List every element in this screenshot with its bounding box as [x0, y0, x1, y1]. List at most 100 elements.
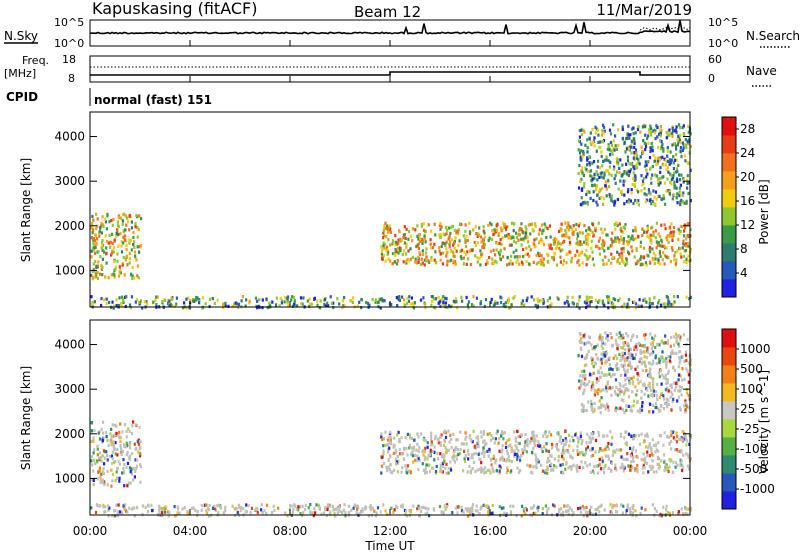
scatter-cell: [377, 300, 380, 304]
scatter-cell: [623, 202, 626, 206]
scatter-cell: [444, 435, 448, 440]
scatter-cell: [675, 186, 678, 190]
scatter-cell: [578, 452, 581, 456]
scatter-cell: [628, 169, 631, 174]
scatter-cell: [600, 503, 603, 507]
scatter-cell: [612, 297, 615, 301]
scatter-cell: [629, 381, 632, 385]
nsky-tick-top: 10^5: [54, 16, 84, 29]
scatter-cell: [590, 373, 593, 377]
scatter-cell: [389, 243, 392, 247]
scatter-cell: [655, 405, 658, 410]
scatter-cell: [514, 444, 517, 448]
scatter-cell: [122, 504, 125, 508]
scatter-cell: [598, 190, 601, 194]
scatter-cell: [466, 509, 469, 513]
scatter-cell: [621, 192, 624, 196]
scatter-cell: [443, 438, 446, 442]
scatter-cell: [187, 296, 190, 300]
scatter-cell: [424, 302, 427, 306]
scatter-cell: [686, 391, 689, 395]
scatter-cell: [681, 465, 684, 469]
scatter-cell: [161, 300, 164, 304]
scatter-cell: [250, 506, 254, 510]
scatter-cell: [526, 252, 529, 256]
scatter-cell: [495, 458, 498, 462]
scatter-cell: [622, 384, 625, 388]
scatter-cell: [649, 167, 652, 171]
scatter-cell: [261, 511, 264, 515]
colorbar-tick-label: -25: [740, 422, 760, 436]
scatter-cell: [636, 260, 639, 264]
scatter-cell: [576, 452, 580, 456]
scatter-cell: [560, 242, 563, 246]
scatter-cell: [128, 454, 131, 458]
scatter-cell: [619, 333, 622, 337]
scatter-cell: [569, 455, 572, 459]
scatter-cell: [139, 299, 142, 303]
scatter-cell: [651, 464, 654, 468]
scatter-cell: [595, 464, 598, 468]
scatter-cell: [587, 256, 590, 261]
scatter-cell: [664, 377, 667, 381]
scatter-cell: [430, 440, 433, 444]
velocity-data: [90, 331, 693, 518]
scatter-cell: [497, 251, 500, 255]
scatter-cell: [130, 248, 133, 252]
scatter-cell: [224, 304, 227, 308]
scatter-cell: [119, 268, 122, 272]
scatter-cell: [626, 242, 629, 246]
scatter-cell: [686, 174, 689, 178]
scatter-cell: [673, 368, 676, 372]
scatter-cell: [134, 469, 137, 473]
scatter-cell: [450, 258, 453, 262]
colorbar-segment: [722, 437, 736, 456]
scatter-cell: [391, 262, 394, 266]
scatter-cell: [683, 437, 686, 441]
scatter-cell: [126, 216, 129, 220]
scatter-cell: [626, 155, 630, 159]
scatter-cell: [631, 507, 634, 511]
scatter-cell: [586, 242, 590, 246]
scatter-cell: [206, 506, 210, 511]
scatter-cell: [561, 248, 564, 252]
scatter-cell: [660, 356, 663, 360]
scatter-cell: [627, 342, 630, 346]
scatter-cell: [585, 156, 589, 160]
scatter-cell: [588, 137, 591, 141]
scatter-cell: [138, 440, 142, 444]
scatter-cell: [673, 254, 676, 258]
scatter-cell: [634, 236, 637, 240]
scatter-cell: [619, 373, 623, 377]
scatter-cell: [672, 174, 675, 178]
scatter-cell: [448, 245, 451, 249]
scatter-cell: [119, 446, 123, 450]
scatter-cell: [201, 306, 204, 310]
scatter-cell: [462, 469, 465, 473]
scatter-cell: [91, 463, 94, 467]
nsearch-tick-bottom: 10^0: [708, 37, 738, 50]
scatter-cell: [506, 225, 509, 229]
scatter-cell: [529, 248, 532, 252]
scatter-cell: [680, 173, 683, 177]
scatter-cell: [665, 381, 668, 385]
scatter-cell: [548, 224, 551, 228]
scatter-cell: [607, 338, 610, 342]
scatter-cell: [532, 511, 535, 515]
scatter-cell: [551, 446, 554, 450]
scatter-cell: [464, 459, 467, 463]
scatter-cell: [384, 443, 387, 447]
scatter-cell: [374, 514, 377, 518]
scatter-cell: [369, 504, 372, 508]
scatter-cell: [614, 144, 617, 148]
scatter-cell: [650, 363, 653, 367]
scatter-cell: [632, 126, 635, 130]
scatter-cell: [509, 259, 512, 263]
scatter-cell: [394, 240, 397, 244]
scatter-cell: [587, 400, 590, 404]
scatter-cell: [621, 346, 624, 350]
scatter-cell: [514, 436, 517, 440]
scatter-cell: [437, 457, 440, 461]
scatter-cell: [529, 223, 532, 227]
scatter-cell: [92, 242, 95, 246]
